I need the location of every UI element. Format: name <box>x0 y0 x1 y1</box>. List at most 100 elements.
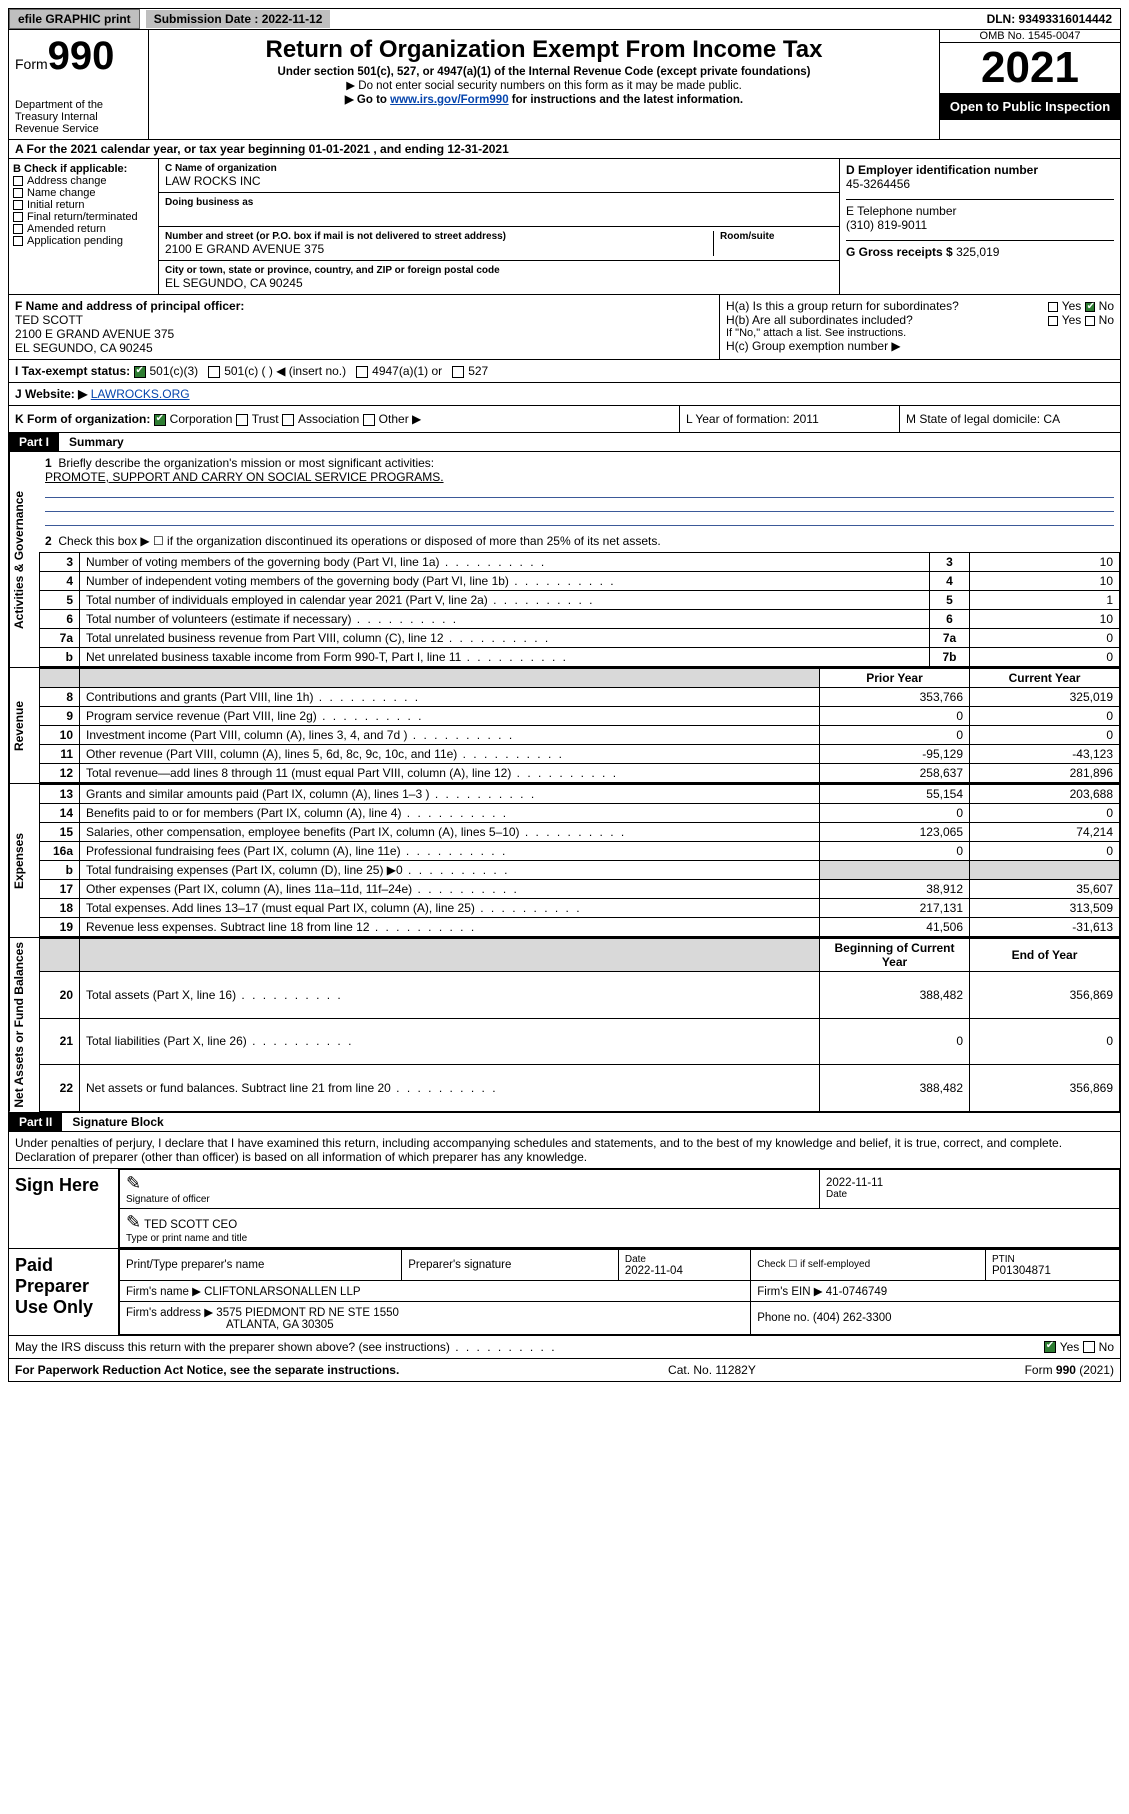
table-row: bTotal fundraising expenses (Part IX, co… <box>40 861 1120 880</box>
j-label: J Website: ▶ <box>15 387 87 401</box>
b-opt-4: Amended return <box>27 223 106 235</box>
hb-note: If "No," attach a list. See instructions… <box>726 327 1114 339</box>
table-row: 16aProfessional fundraising fees (Part I… <box>40 842 1120 861</box>
instructions-link[interactable]: www.irs.gov/Form990 <box>390 94 508 106</box>
chk-discuss-yes[interactable] <box>1044 1341 1056 1353</box>
row-fh: F Name and address of principal officer:… <box>8 295 1121 360</box>
paid-preparer-row: Paid Preparer Use Only Print/Type prepar… <box>8 1249 1121 1336</box>
current-year-hdr: Current Year <box>970 669 1120 688</box>
table-row: 20Total assets (Part X, line 16)388,4823… <box>40 972 1120 1019</box>
gross-label: G Gross receipts $ <box>846 245 953 259</box>
hc-label: H(c) Group exemption number ▶ <box>726 339 1114 353</box>
ha-no: No <box>1099 299 1114 313</box>
chk-trust[interactable] <box>236 414 248 426</box>
org-city: EL SEGUNDO, CA 90245 <box>165 276 833 290</box>
website-link[interactable]: LAWROCKS.ORG <box>91 387 190 401</box>
firm-addr2: ATLANTA, GA 30305 <box>226 1319 334 1331</box>
submission-date: Submission Date : 2022-11-12 <box>146 10 331 28</box>
i-label: I Tax-exempt status: <box>15 364 130 378</box>
org-name: LAW ROCKS INC <box>165 174 833 188</box>
dept-label: Department of the Treasury Internal Reve… <box>15 99 142 135</box>
part-ii-label: Part II <box>9 1113 62 1131</box>
ha-label: H(a) Is this a group return for subordin… <box>726 299 959 313</box>
c-dba-label: Doing business as <box>165 197 833 208</box>
chk-ha-yes[interactable] <box>1048 302 1058 312</box>
ruled-line <box>45 500 1114 512</box>
chk-527[interactable] <box>452 366 464 378</box>
open-to-public: Open to Public Inspection <box>940 93 1120 120</box>
part-ii-header: Part II Signature Block <box>8 1113 1121 1132</box>
chk-501c3[interactable] <box>134 366 146 378</box>
chk-app-pending[interactable] <box>13 236 23 246</box>
i-opt-0: 501(c)(3) <box>150 364 199 378</box>
form-subtitle-2: ▶ Do not enter social security numbers o… <box>155 78 933 92</box>
b-label: B Check if applicable: <box>13 163 154 175</box>
table-row: 9Program service revenue (Part VIII, lin… <box>40 707 1120 726</box>
chk-other[interactable] <box>363 414 375 426</box>
table-row: 17Other expenses (Part IX, column (A), l… <box>40 880 1120 899</box>
chk-initial-return[interactable] <box>13 200 23 210</box>
row-a-text: A For the 2021 calendar year, or tax yea… <box>15 142 1114 156</box>
ha-yes: Yes <box>1062 299 1082 313</box>
chk-amended[interactable] <box>13 224 23 234</box>
col-b-checkboxes: B Check if applicable: Address change Na… <box>9 159 159 294</box>
chk-address-change[interactable] <box>13 176 23 186</box>
d-ein-label: D Employer identification number <box>846 163 1114 177</box>
chk-discuss-no[interactable] <box>1083 1341 1095 1353</box>
sign-table: ✎ Signature of officer 2022-11-11 Date ✎… <box>119 1169 1120 1248</box>
table-row: 19Revenue less expenses. Subtract line 1… <box>40 918 1120 937</box>
chk-name-change[interactable] <box>13 188 23 198</box>
block-bcd: B Check if applicable: Address change Na… <box>8 159 1121 295</box>
signer-name: TED SCOTT CEO <box>144 1219 237 1231</box>
chk-ha-no[interactable] <box>1085 302 1095 312</box>
k-form-org: K Form of organization: Corporation Trus… <box>9 406 680 432</box>
preparer-table: Print/Type preparer's name Preparer's si… <box>119 1249 1120 1335</box>
hb-label: H(b) Are all subordinates included? <box>726 313 913 327</box>
i-opt-3: 527 <box>468 364 488 378</box>
chk-4947[interactable] <box>356 366 368 378</box>
discuss-no: No <box>1099 1340 1114 1354</box>
discuss-row: May the IRS discuss this return with the… <box>8 1336 1121 1359</box>
org-street: 2100 E GRAND AVENUE 375 <box>165 242 713 256</box>
firm-name: CLIFTONLARSONALLEN LLP <box>204 1286 360 1298</box>
table-row: 4Number of independent voting members of… <box>40 572 1120 591</box>
officer-addr2: EL SEGUNDO, CA 90245 <box>15 341 153 355</box>
chk-hb-yes[interactable] <box>1048 316 1058 326</box>
table-row: 22Net assets or fund balances. Subtract … <box>40 1065 1120 1112</box>
f-label: F Name and address of principal officer: <box>15 299 244 313</box>
table-row: 12Total revenue—add lines 8 through 11 (… <box>40 764 1120 783</box>
tax-year: 2021 <box>940 43 1120 93</box>
chk-final-return[interactable] <box>13 212 23 222</box>
chk-501c[interactable] <box>208 366 220 378</box>
firm-phone-label: Phone no. <box>757 1312 809 1324</box>
k-opt-0: Corporation <box>170 412 233 426</box>
chk-assoc[interactable] <box>282 414 294 426</box>
firm-ein: 41-0746749 <box>826 1286 887 1298</box>
sub3-post: for instructions and the latest informat… <box>509 94 744 106</box>
i-opt-1: 501(c) ( ) ◀ (insert no.) <box>224 364 346 378</box>
part-i-label: Part I <box>9 433 59 451</box>
table-row: 7aTotal unrelated business revenue from … <box>40 629 1120 648</box>
k-opt-3: Other ▶ <box>379 412 422 426</box>
row-j-website: J Website: ▶ LAWROCKS.ORG <box>8 383 1121 406</box>
blank-hdr <box>40 939 80 972</box>
form-number-cell: Form990 Department of the Treasury Inter… <box>9 30 149 139</box>
chk-hb-no[interactable] <box>1085 316 1095 326</box>
form-label-small: Form <box>15 56 48 72</box>
c-street-label: Number and street (or P.O. box if mail i… <box>165 231 713 242</box>
perjury-statement: Under penalties of perjury, I declare th… <box>8 1132 1121 1169</box>
table-row: 8Contributions and grants (Part VIII, li… <box>40 688 1120 707</box>
q1-label: Briefly describe the organization's miss… <box>58 456 434 470</box>
b-opt-5: Application pending <box>27 235 123 247</box>
table-row: 11Other revenue (Part VIII, column (A), … <box>40 745 1120 764</box>
table-row: 13Grants and similar amounts paid (Part … <box>40 785 1120 804</box>
c-city-label: City or town, state or province, country… <box>165 265 833 276</box>
c-room-label: Room/suite <box>720 231 833 242</box>
page-footer: For Paperwork Reduction Act Notice, see … <box>8 1359 1121 1382</box>
ruled-line <box>45 486 1114 498</box>
prep-date-hdr: Date <box>625 1254 646 1265</box>
ein-value: 45-3264456 <box>846 177 1114 191</box>
efile-print-button[interactable]: efile GRAPHIC print <box>9 9 140 29</box>
chk-corp[interactable] <box>154 414 166 426</box>
sign-here-row: Sign Here ✎ Signature of officer 2022-11… <box>8 1169 1121 1249</box>
